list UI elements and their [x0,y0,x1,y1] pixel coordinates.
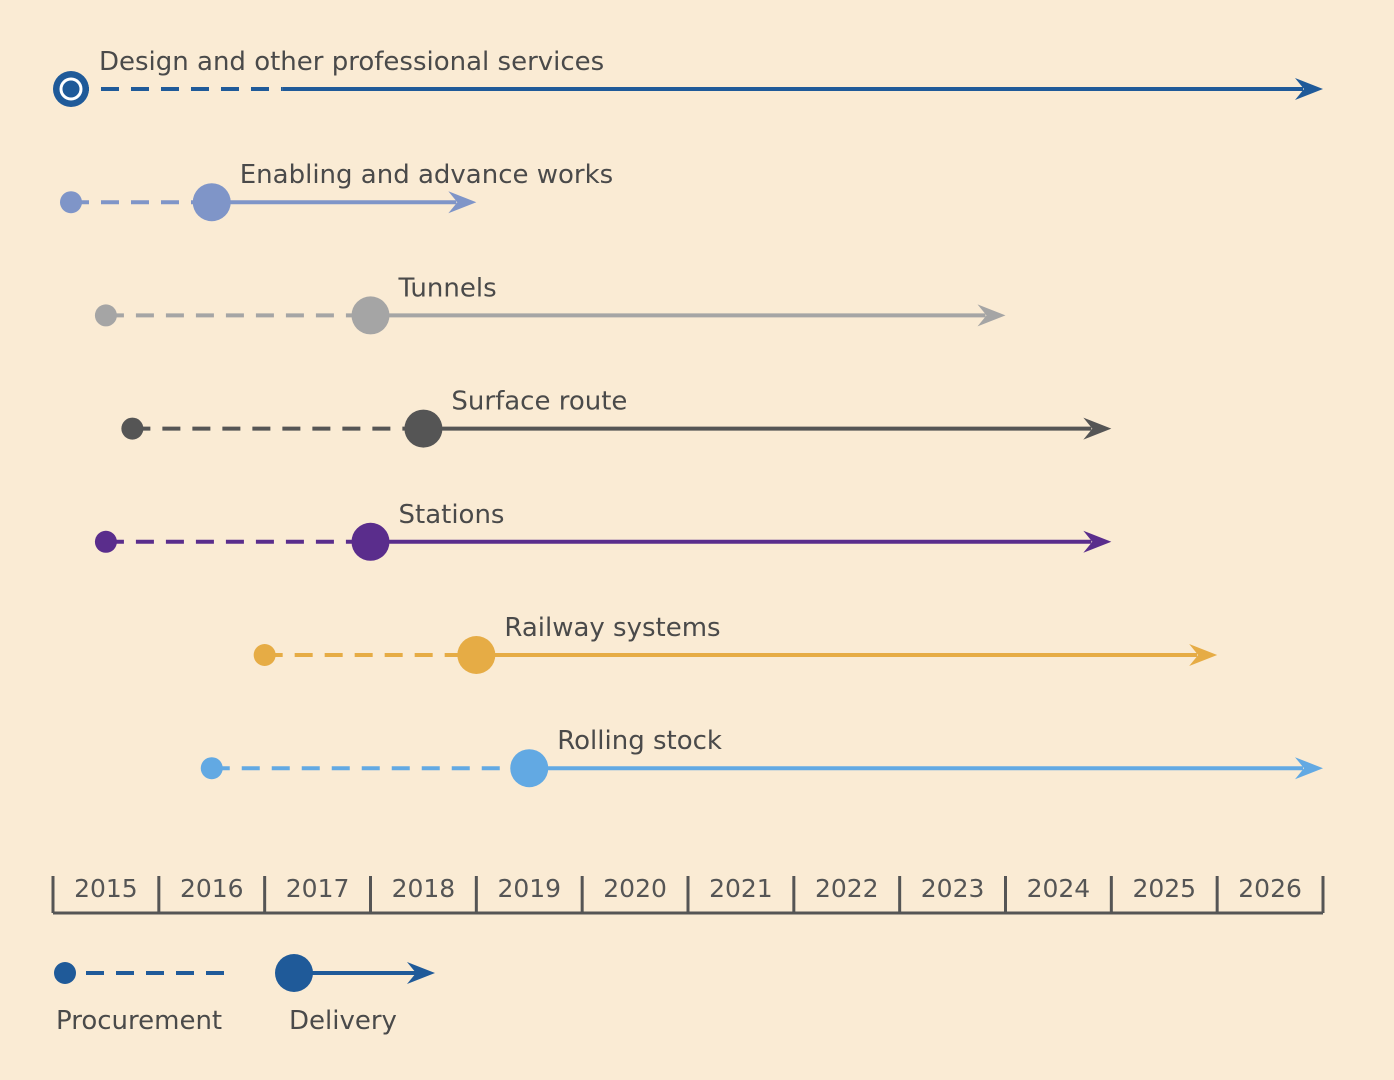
tick-label: 2023 [921,874,985,903]
arrow-head [1295,757,1323,780]
procurement-start-dot [121,417,144,440]
arrow-head [1083,530,1112,553]
tick-label: 2017 [286,874,350,903]
delivery-start-dot [510,749,549,788]
series-row: Railway systems [253,613,1218,674]
legend-arrow-head [407,962,435,984]
tick-label: 2021 [709,874,773,903]
series-label: Tunnels [398,273,497,303]
procurement-start-dot [200,757,223,780]
legend-procurement-label: Procurement [56,1006,222,1036]
procurement-start-dot [59,191,82,214]
series-rows: Design and other professional services En… [52,47,1323,788]
series-label: Rolling stock [557,726,722,756]
series-row: Enabling and advance works [59,160,613,222]
tick-label: 2019 [497,874,561,903]
procurement-start-dot [253,644,276,666]
series-row: Rolling stock [200,726,1323,788]
tick-label: 2020 [603,874,667,903]
delivery-start-dot [457,636,496,674]
legend-item-delivery: Delivery [275,954,435,1036]
series-label: Enabling and advance works [240,160,613,190]
year-axis: 2015 2016 2017 2018 2019 2020 2021 2022 2023 2024… [51,874,1325,915]
delivery-start-dot [351,296,390,335]
arrow-head [448,191,477,214]
series-label: Railway systems [504,613,720,643]
legend: Procurement Delivery [54,954,435,1036]
series-label: Design and other professional services [99,47,604,77]
legend-procurement-dot [54,962,76,984]
procurement-start-dot [94,530,117,553]
arrow-head [1083,417,1112,440]
series-label: Surface route [451,387,627,417]
procurement-start-marker-ring [59,77,83,101]
arrow-head [1189,644,1218,666]
series-row: Tunnels [94,273,1006,335]
tick-label: 2024 [1027,874,1091,903]
series-row: Surface route [121,387,1112,448]
delivery-start-dot [351,522,390,561]
arrow-head [1295,78,1323,100]
procurement-start-marker [52,71,89,107]
series-label: Stations [399,500,505,530]
tick-label: 2025 [1132,874,1196,903]
tick-label: 2016 [180,874,244,903]
legend-item-procurement: Procurement [54,962,232,1036]
procurement-start-dot [94,304,117,327]
tick-label: 2026 [1238,874,1302,903]
tick-label: 2015 [74,874,138,903]
series-row: Design and other professional services [52,47,1323,107]
delivery-start-dot [192,183,231,222]
legend-delivery-dot [275,954,313,992]
delivery-start-dot [404,409,443,448]
series-row: Stations [94,500,1112,561]
legend-delivery-label: Delivery [289,1006,397,1036]
tick-label: 2018 [392,874,456,903]
arrow-head [977,304,1006,327]
tick-label: 2022 [815,874,879,903]
